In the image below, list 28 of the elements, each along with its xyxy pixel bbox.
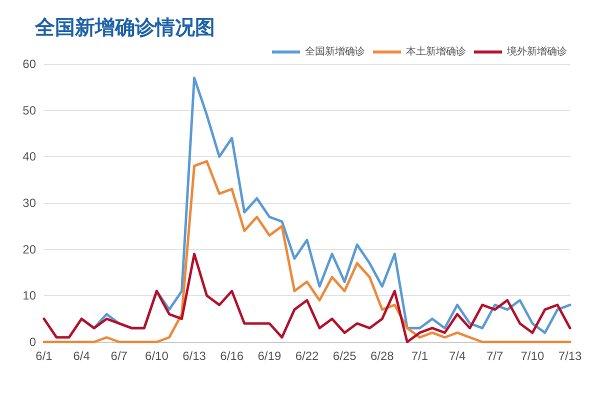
x-tick-label: 6/4 [73,349,90,363]
x-tick-label: 6/13 [182,349,206,363]
x-tick-label: 6/10 [145,349,169,363]
legend-label: 全国新增确诊 [305,46,365,58]
chart-title: 全国新增确诊情况图 [34,15,215,39]
line-series [42,160,572,344]
legend-label: 境外新增确诊 [506,46,567,58]
y-tick-label: 40 [22,150,36,164]
legend-label: 本土新增确诊 [406,46,466,58]
x-tick-label: 6/1 [36,349,53,363]
x-tick-label: 7/1 [411,349,428,363]
line-series [42,252,572,344]
x-tick-label: 7/4 [448,349,466,363]
x-tick-label: 7/13 [558,349,582,363]
y-tick-label: 10 [22,288,36,303]
x-tick-label: 7/7 [486,349,504,363]
x-tick-label: 7/10 [520,349,544,363]
x-tick-label: 6/16 [220,349,244,363]
y-tick-label: 50 [22,103,36,118]
x-tick-label: 6/19 [258,349,282,363]
y-tick-label: 0 [29,335,36,349]
x-tick-label: 6/7 [110,349,128,363]
x-tick-label: 6/25 [332,349,357,363]
y-tick-label: 30 [22,196,36,210]
y-tick-label: 60 [22,57,36,71]
x-tick-label: 6/22 [295,349,319,363]
x-tick-label: 6/28 [370,349,394,363]
y-tick-label: 20 [22,242,36,256]
